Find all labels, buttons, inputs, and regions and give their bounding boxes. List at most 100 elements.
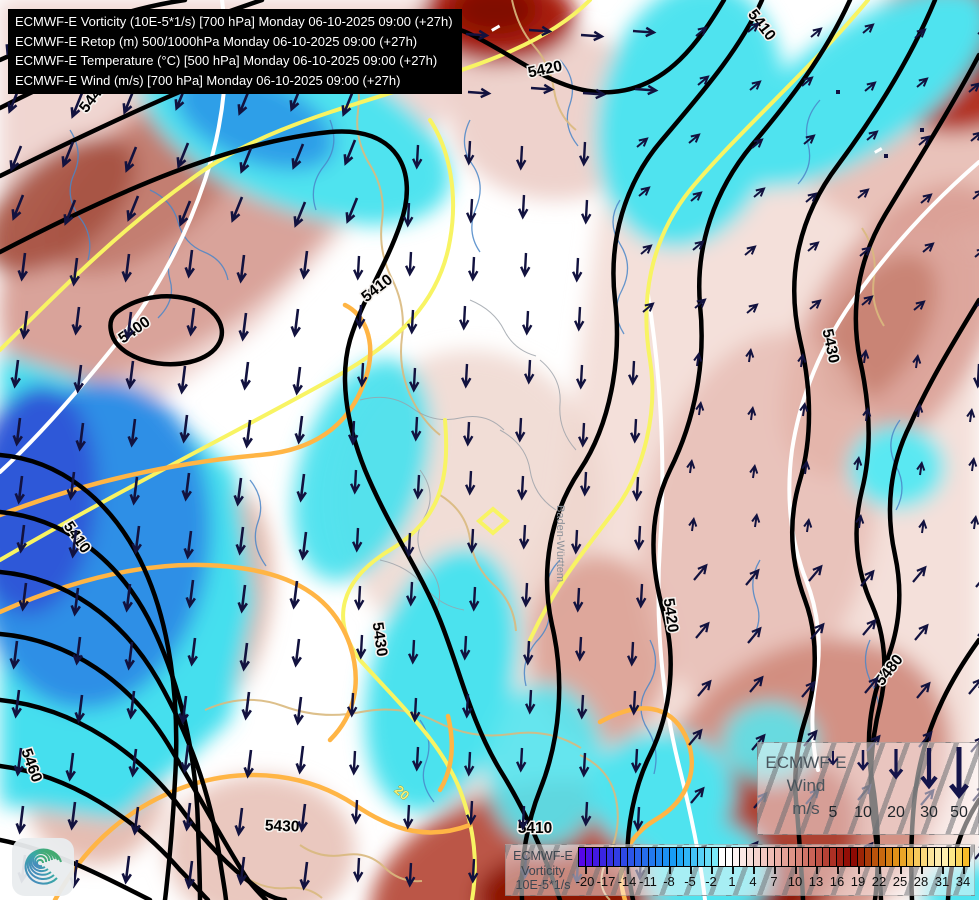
colorbar-cell [579,848,586,866]
colorbar-cell [851,848,859,866]
colorbar-tick-label: 22 [871,874,887,889]
wind-legend-title: ECMWF-E Wind m/s [764,751,848,820]
colorbar-tick [942,867,944,874]
colorbar-tick-label: 1 [728,874,736,889]
colorbar-tick [732,867,734,874]
colorbar-tick [627,867,629,874]
title-line-vorticity: ECMWF-E Vorticity (10E-5*1/s) [700 hPa] … [15,14,453,29]
colorbar-cell [830,848,838,866]
colorbar-cell [746,848,754,866]
vorticity-colorbar-legend: ECMWF-E Vorticity 10E-5*1/s -20 -17 -14 -11… [505,844,975,896]
colorbar-cell [914,848,922,866]
station-marks [491,24,924,158]
colorbar-cell [760,848,768,866]
colorbar-cell [872,848,880,866]
colorbar-cell [942,848,950,866]
wind-speed-label: 50 [950,804,968,821]
colorbar-cell [928,848,936,866]
colorbar-cell [732,848,740,866]
colorbar-cell [627,848,635,866]
colorbar-cell [844,848,852,866]
colorbar-cell [683,848,691,866]
wind-scale-arrow-10 [857,750,869,772]
colorbar-cell [753,848,761,866]
colorbar-tick-label: 7 [770,874,778,889]
wind-legend-units: m/s [792,799,820,818]
colorbar-cell [592,848,600,866]
colorbar-tick-label: 16 [829,874,845,889]
colorbar-tick-label: 28 [913,874,929,889]
colorbar-cell [935,848,943,866]
wind-scale-arrow-5 [827,751,839,766]
colorbar-cell [921,848,929,866]
colorbar-tick-label: -11 [639,874,657,889]
colorbar-cell [865,848,873,866]
colorbar-tick [774,867,776,874]
svg-text:5430: 5430 [265,817,300,835]
colorbar-tick-label: 10 [787,874,803,889]
colorbar-tick [921,867,923,874]
colorbar-cell [739,848,747,866]
wind-scale-arrow-20 [888,749,904,780]
colorbar-cell [963,848,970,866]
title-line-temperature: ECMWF-E Temperature (°C) [500 hPa] Monda… [15,53,438,68]
colorbar-tick-label: -14 [617,874,637,889]
colorbar-cell [718,848,726,866]
vorticity-legend-param: Vorticity [521,863,565,878]
vorticity-colorbar-ticks: -20 -17 -14 -11 -8 -5 -2 1 4 7 10 13 16 19 22 25 28 31 34 [576,867,970,893]
colorbar-cell [802,848,810,866]
colorbar-tick-label: 13 [808,874,824,889]
wind-speed-label: 30 [920,804,938,821]
vorticity-legend-units: 10E-5*1/s [515,878,571,892]
colorbar-cell [606,848,614,866]
colorbar-tick-label: -8 [663,874,675,889]
colorbar-cell [704,848,712,866]
colorbar-tick [816,867,818,874]
colorbar-tick-label: 4 [749,874,757,889]
svg-text:Baden-Württem: Baden-Württem [554,505,566,582]
map-title-block: ECMWF-E Vorticity (10E-5*1/s) [700 hPa] … [8,9,462,94]
colorbar-cell [837,848,845,866]
colorbar-tick-label: -20 [575,874,595,889]
vorticity-colorbar [578,847,970,867]
colorbar-cell [795,848,803,866]
colorbar-cell [711,848,719,866]
colorbar-tick [963,867,965,874]
colorbar-cell [900,848,908,866]
wind-speed-label: 10 [854,804,872,821]
colorbar-cell [781,848,789,866]
colorbar-cell [641,848,649,866]
wind-speed-label: 5 [828,804,838,821]
wind-speed-labels: 5 10 20 30 50 [758,804,978,824]
colorbar-tick-label: 19 [850,874,866,889]
colorbar-cell [585,848,593,866]
spiral-logo-icon [24,848,62,885]
colorbar-tick-label: 25 [892,874,908,889]
wind-legend: ECMWF-E Wind m/s 5 10 20 30 50 [757,742,979,835]
wind-scale-arrow-50 [949,747,969,800]
colorbar-cell [669,848,677,866]
colorbar-cell [816,848,824,866]
wind-legend-model: ECMWF-E [765,753,847,772]
vorticity-legend-title: ECMWF-E Vorticity 10E-5*1/s [508,849,578,893]
colorbar-cell [858,848,866,866]
colorbar-cell [676,848,684,866]
colorbar-cell [634,848,642,866]
colorbar-tick-label: -2 [705,874,717,889]
colorbar-tick [795,867,797,874]
colorbar-cell [767,848,775,866]
admin-borders-layer [359,299,577,613]
colorbar-tick [753,867,755,874]
colorbar-cell [809,848,817,866]
colorbar-tick [879,867,881,874]
vorticity-legend-model: ECMWF-E [513,849,573,863]
colorbar-cell [648,848,656,866]
colorbar-tick-label: 34 [955,874,971,889]
colorbar-tick-label: -5 [684,874,696,889]
colorbar-cell [697,848,705,866]
colorbar-cell [690,848,698,866]
colorbar-tick [858,867,860,874]
wind-legend-param: Wind [786,776,826,795]
site-logo [12,838,74,896]
colorbar-cell [823,848,831,866]
